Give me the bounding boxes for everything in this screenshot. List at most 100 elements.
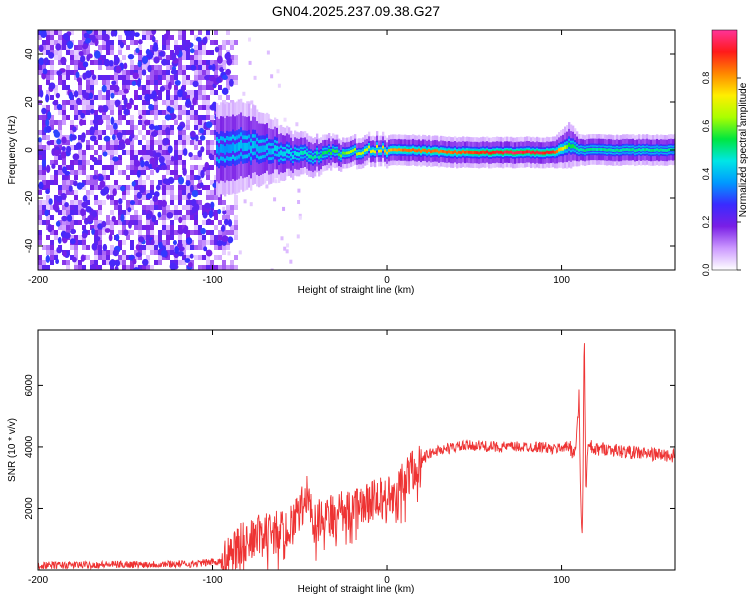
heatmap-cell xyxy=(280,236,284,241)
signal-band xyxy=(492,150,495,154)
heatmap-cell xyxy=(186,125,190,130)
heatmap-cell xyxy=(194,175,198,180)
heatmap-cell xyxy=(62,175,66,180)
heatmap-cell xyxy=(226,230,230,235)
heatmap-cell xyxy=(54,55,58,60)
heatmap-cell xyxy=(222,206,226,211)
heatmap-cell xyxy=(126,175,130,180)
heatmap-cell xyxy=(166,235,170,240)
heatmap-blob xyxy=(152,45,159,52)
heatmap-cell xyxy=(202,70,206,75)
heatmap-cell xyxy=(226,265,230,270)
heatmap-cell xyxy=(190,60,194,65)
heatmap-cell xyxy=(130,170,134,175)
heatmap-cell xyxy=(146,235,150,240)
signal-band xyxy=(516,151,519,154)
heatmap-blob xyxy=(134,32,140,38)
signal-band xyxy=(258,146,261,154)
heatmap-cell xyxy=(162,75,166,80)
heatmap-cell xyxy=(42,65,46,70)
signal-band xyxy=(448,150,451,154)
signal-band xyxy=(576,147,579,151)
heatmap-cell xyxy=(130,140,134,145)
heatmap-cell xyxy=(182,225,186,230)
heatmap-cell xyxy=(102,175,106,180)
heatmap-cell xyxy=(174,175,178,180)
signal-band xyxy=(466,150,469,154)
heatmap-cell xyxy=(142,150,146,155)
heatmap-cell xyxy=(138,200,142,205)
heatmap-cell xyxy=(42,145,46,150)
heatmap-cell xyxy=(206,50,210,55)
heatmap-cell xyxy=(82,180,86,185)
heatmap-cell xyxy=(118,120,122,125)
heatmap-cell xyxy=(42,220,46,225)
heatmap-cell xyxy=(226,205,230,210)
heatmap-cell xyxy=(58,110,62,115)
heatmap-blob xyxy=(85,70,92,79)
heatmap-cell xyxy=(198,30,202,35)
heatmap-cell xyxy=(86,90,90,95)
heatmap-blob xyxy=(221,235,229,242)
signal-band xyxy=(276,145,279,152)
heatmap-cell xyxy=(98,155,102,160)
heatmap-cell xyxy=(126,150,130,155)
heatmap-cell xyxy=(238,250,242,255)
heatmap-cell xyxy=(106,75,110,80)
signal-band xyxy=(314,154,317,159)
heatmap-cell xyxy=(226,40,230,45)
signal-band xyxy=(652,148,655,152)
heatmap-cell xyxy=(118,40,122,45)
heatmap-blob xyxy=(75,71,80,79)
heatmap-blob xyxy=(112,249,119,257)
signal-band xyxy=(420,149,423,153)
heatmap-cell xyxy=(182,190,186,195)
heatmap-cell xyxy=(190,90,194,95)
heatmap-cell xyxy=(90,190,94,195)
heatmap-cell xyxy=(66,265,70,270)
heatmap-cell xyxy=(82,35,86,40)
heatmap-blob xyxy=(141,55,149,65)
heatmap-blob xyxy=(147,65,152,73)
signal-band xyxy=(614,149,617,153)
heatmap-cell xyxy=(162,215,166,220)
heatmap-cell xyxy=(138,225,142,230)
heatmap-cell xyxy=(86,190,90,195)
heatmap-cell xyxy=(106,85,110,90)
heatmap-blob xyxy=(133,160,141,167)
heatmap-cell xyxy=(146,205,150,210)
signal-band xyxy=(326,150,329,155)
heatmap-blob xyxy=(157,211,162,218)
heatmap-cell xyxy=(186,120,190,125)
heatmap-blob xyxy=(199,135,206,141)
heatmap-cell xyxy=(130,115,134,120)
heatmap-cell xyxy=(130,145,134,150)
heatmap-blob xyxy=(197,150,203,158)
heatmap-cell xyxy=(62,80,66,85)
heatmap-cell xyxy=(158,70,162,75)
heatmap-blob xyxy=(166,105,172,112)
signal-band xyxy=(266,143,269,151)
heatmap-cell xyxy=(90,185,94,190)
heatmap-cell xyxy=(126,35,130,40)
heatmap-cell xyxy=(42,155,46,160)
heatmap-cell xyxy=(186,110,190,115)
heatmap-cell xyxy=(198,85,202,90)
signal-band xyxy=(476,151,479,155)
heatmap-cell xyxy=(74,110,78,115)
heatmap-cell xyxy=(250,100,254,105)
heatmap-cell xyxy=(150,140,154,145)
heatmap-cell xyxy=(186,80,190,85)
heatmap-cell xyxy=(50,240,54,245)
heatmap-blob xyxy=(45,164,51,174)
heatmap-blob xyxy=(114,265,119,270)
heatmap-cell xyxy=(202,60,206,65)
heatmap-cell xyxy=(198,190,202,195)
heatmap-cell xyxy=(202,205,206,210)
heatmap-cell xyxy=(166,95,170,100)
heatmap-blob xyxy=(85,37,92,44)
heatmap-cell xyxy=(110,145,114,150)
heatmap-cell xyxy=(126,70,130,75)
heatmap-blob xyxy=(196,175,201,181)
